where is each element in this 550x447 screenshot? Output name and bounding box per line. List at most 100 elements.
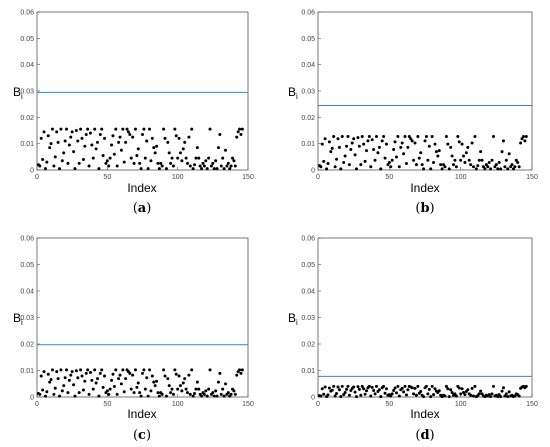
data-point xyxy=(149,389,153,393)
data-point xyxy=(422,167,426,171)
data-point xyxy=(410,139,414,143)
xlabel-d: Index xyxy=(410,407,439,421)
data-point xyxy=(79,368,83,372)
data-point xyxy=(176,156,180,160)
data-point xyxy=(126,130,130,134)
data-point xyxy=(453,158,457,162)
data-point xyxy=(382,384,386,388)
data-point xyxy=(442,163,446,167)
data-point xyxy=(506,167,510,171)
data-point xyxy=(457,386,461,390)
data-point xyxy=(346,384,350,388)
data-point xyxy=(53,155,57,159)
data-point xyxy=(187,135,191,139)
data-point xyxy=(504,158,508,162)
data-point xyxy=(524,384,528,388)
data-point xyxy=(332,135,336,139)
data-point xyxy=(108,387,112,391)
data-point xyxy=(191,394,195,398)
ylabel-c: Bi xyxy=(13,311,23,327)
data-point xyxy=(434,150,438,154)
data-point xyxy=(400,141,404,145)
data-point xyxy=(337,145,341,149)
ticks-a: 0 0.01 0.02 0.03 0.04 0.05 0.06 0 50 100 150 xyxy=(20,10,254,182)
data-point xyxy=(52,392,56,396)
data-point xyxy=(132,161,136,165)
data-point xyxy=(430,135,434,139)
data-point xyxy=(466,145,470,149)
data-point xyxy=(135,154,139,158)
data-point xyxy=(490,392,494,396)
data-point xyxy=(384,142,388,146)
data-point xyxy=(416,384,420,388)
data-point xyxy=(494,163,498,167)
data-point xyxy=(377,145,381,149)
data-point xyxy=(413,141,417,145)
data-point xyxy=(444,135,448,139)
xtick-label: 0 xyxy=(316,174,320,181)
data-point xyxy=(180,389,184,393)
data-point xyxy=(74,369,78,373)
data-point xyxy=(95,377,99,381)
data-point xyxy=(491,384,495,388)
data-point xyxy=(148,127,152,131)
ytick-label: 0.04 xyxy=(301,289,315,296)
data-point xyxy=(38,164,42,168)
data-point xyxy=(352,137,356,141)
data-point xyxy=(238,368,242,372)
xtick-label: 100 xyxy=(172,401,184,408)
data-point xyxy=(232,389,236,393)
data-point xyxy=(132,391,136,395)
data-point xyxy=(43,394,47,398)
points-a xyxy=(36,127,244,171)
data-point xyxy=(101,385,105,389)
data-point xyxy=(207,387,211,391)
ytick-label: 0.05 xyxy=(301,36,315,43)
data-point xyxy=(214,159,218,163)
data-point xyxy=(117,377,121,381)
data-point xyxy=(86,127,90,131)
data-point xyxy=(336,137,340,141)
ylabel-b: Bi xyxy=(288,85,298,101)
data-point xyxy=(420,163,424,167)
data-point xyxy=(439,163,443,167)
data-point xyxy=(403,384,407,388)
data-point xyxy=(456,135,460,139)
data-point xyxy=(347,393,351,397)
points-d xyxy=(317,384,528,399)
data-point xyxy=(450,154,454,158)
data-point xyxy=(432,393,436,397)
data-point xyxy=(153,384,157,388)
data-point xyxy=(55,370,59,374)
data-point xyxy=(369,165,373,169)
data-point xyxy=(58,394,62,398)
data-point xyxy=(65,127,69,131)
xtick-label: 50 xyxy=(385,401,393,408)
data-point xyxy=(52,164,56,168)
data-point xyxy=(66,391,70,395)
data-point xyxy=(333,165,337,169)
data-point xyxy=(345,387,349,391)
data-point xyxy=(166,377,170,381)
data-point xyxy=(142,368,146,372)
data-point xyxy=(164,394,168,398)
data-point xyxy=(48,380,52,384)
data-point xyxy=(413,386,417,390)
data-point xyxy=(365,389,369,393)
data-point xyxy=(124,140,128,144)
data-point xyxy=(437,149,441,153)
data-point xyxy=(41,157,45,161)
data-point xyxy=(463,393,467,397)
data-point xyxy=(460,387,464,391)
ytick-label: 0.03 xyxy=(301,89,315,96)
data-point xyxy=(49,378,53,382)
data-point xyxy=(392,388,396,392)
data-point xyxy=(128,132,132,136)
data-point xyxy=(380,139,384,143)
ytick-label: 0 xyxy=(311,395,315,402)
data-point xyxy=(159,161,163,165)
data-point xyxy=(499,167,503,171)
data-point xyxy=(509,165,513,169)
data-point xyxy=(136,147,140,151)
data-point xyxy=(193,163,197,167)
